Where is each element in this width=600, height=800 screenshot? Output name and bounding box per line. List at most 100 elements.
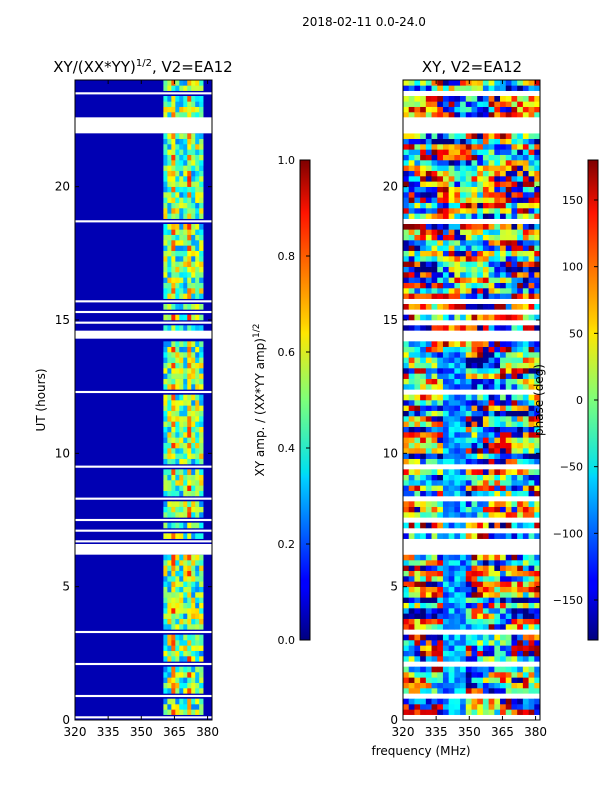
phase-cell <box>437 384 444 390</box>
phase-cell <box>437 512 444 518</box>
phase-cell <box>454 325 461 331</box>
phase-cell <box>471 272 478 278</box>
amplitude-cell <box>171 352 176 358</box>
phase-cell <box>465 650 472 657</box>
phase-cell <box>505 245 512 251</box>
amplitude-cell <box>187 133 192 139</box>
amplitude-cell <box>167 133 172 139</box>
phase-cell <box>517 266 524 273</box>
amplitude-cell <box>171 304 176 310</box>
phase-cell <box>420 293 427 299</box>
phase-cell <box>522 592 529 598</box>
amplitude-cell <box>187 506 192 513</box>
amplitude-cell <box>167 458 172 465</box>
phase-cell <box>414 570 421 577</box>
phase-cell <box>500 480 507 486</box>
phase-cell <box>505 554 512 561</box>
phase-cell <box>465 597 472 603</box>
amplitude-cell <box>199 192 204 198</box>
phase-cell <box>454 133 461 139</box>
phase-cell <box>408 149 415 155</box>
phase-cell <box>465 149 472 155</box>
phase-cell <box>454 613 461 619</box>
phase-cell <box>471 416 478 422</box>
phase-cell <box>482 640 489 646</box>
phase-cell <box>465 346 472 353</box>
phase-cell <box>431 709 438 715</box>
phase-cell <box>408 277 415 283</box>
phase-cell <box>454 352 461 358</box>
phase-cell <box>437 288 444 294</box>
phase-cell <box>448 133 455 139</box>
phase-cell <box>437 688 444 694</box>
phase-cell <box>522 266 529 273</box>
amplitude-cell <box>171 357 176 363</box>
amplitude-cell <box>191 245 196 251</box>
phase-cell <box>454 682 461 689</box>
phase-cell <box>408 650 415 657</box>
amplitude-cell <box>199 618 204 625</box>
amplitude-cell <box>175 480 180 486</box>
amplitude-cell <box>179 96 184 102</box>
phase-cell <box>437 586 444 593</box>
phase-cell <box>534 133 540 139</box>
phase-cell <box>505 373 512 379</box>
phase-cell <box>500 133 507 139</box>
phase-cell <box>408 101 415 107</box>
phase-cell <box>460 362 467 369</box>
phase-cell <box>534 250 540 257</box>
phase-cell <box>488 608 495 614</box>
phase-cell <box>437 346 444 353</box>
amplitude-cell <box>163 453 168 459</box>
phase-cell <box>522 277 529 283</box>
amplitude-flag-line <box>75 529 212 532</box>
phase-cell <box>465 602 472 609</box>
phase-cell <box>528 581 535 587</box>
amplitude-cell <box>175 613 180 619</box>
amplitude-cell <box>199 224 204 230</box>
phase-cell <box>482 240 489 246</box>
phase-cell <box>454 570 461 577</box>
phase-cell <box>431 282 438 289</box>
phase-cell <box>420 341 427 347</box>
phase-cell <box>494 458 501 465</box>
amplitude-cell <box>179 682 184 689</box>
amplitude-cell <box>171 405 176 411</box>
phase-cell <box>511 554 518 561</box>
amplitude-cell <box>163 112 168 118</box>
phase-cell <box>528 602 535 609</box>
amplitude-cell <box>199 565 204 571</box>
phase-cell <box>408 474 415 481</box>
phase-cell <box>454 448 461 454</box>
phase-cell <box>454 245 461 251</box>
phase-cell <box>442 85 449 91</box>
phase-cell <box>471 613 478 619</box>
phase-cell <box>420 416 427 422</box>
phase-cell <box>420 624 427 630</box>
phase-cell <box>460 101 467 107</box>
phase-cell <box>403 165 410 171</box>
phase-cell <box>488 181 495 187</box>
phase-cell <box>437 554 444 561</box>
amplitude-cell <box>167 672 172 678</box>
phase-cell <box>442 186 449 193</box>
amplitude-cell <box>187 672 192 678</box>
phase-cell <box>425 426 432 433</box>
phase-cell <box>534 288 540 294</box>
phase-cell <box>425 506 432 513</box>
phase-cell <box>408 138 415 145</box>
phase-cell <box>511 261 518 267</box>
amplitude-cell <box>195 96 200 102</box>
amplitude-cell <box>179 437 184 443</box>
amplitude-cell <box>187 490 192 497</box>
amplitude-cell <box>183 341 188 347</box>
phase-cell <box>448 698 455 705</box>
phase-cell <box>460 522 467 529</box>
phase-cell <box>437 250 444 257</box>
amplitude-cell <box>191 586 196 593</box>
phase-cell <box>471 256 478 262</box>
phase-cell <box>454 170 461 177</box>
phase-cell <box>442 405 449 411</box>
phase-cell <box>482 176 489 182</box>
phase-cell <box>454 672 461 678</box>
